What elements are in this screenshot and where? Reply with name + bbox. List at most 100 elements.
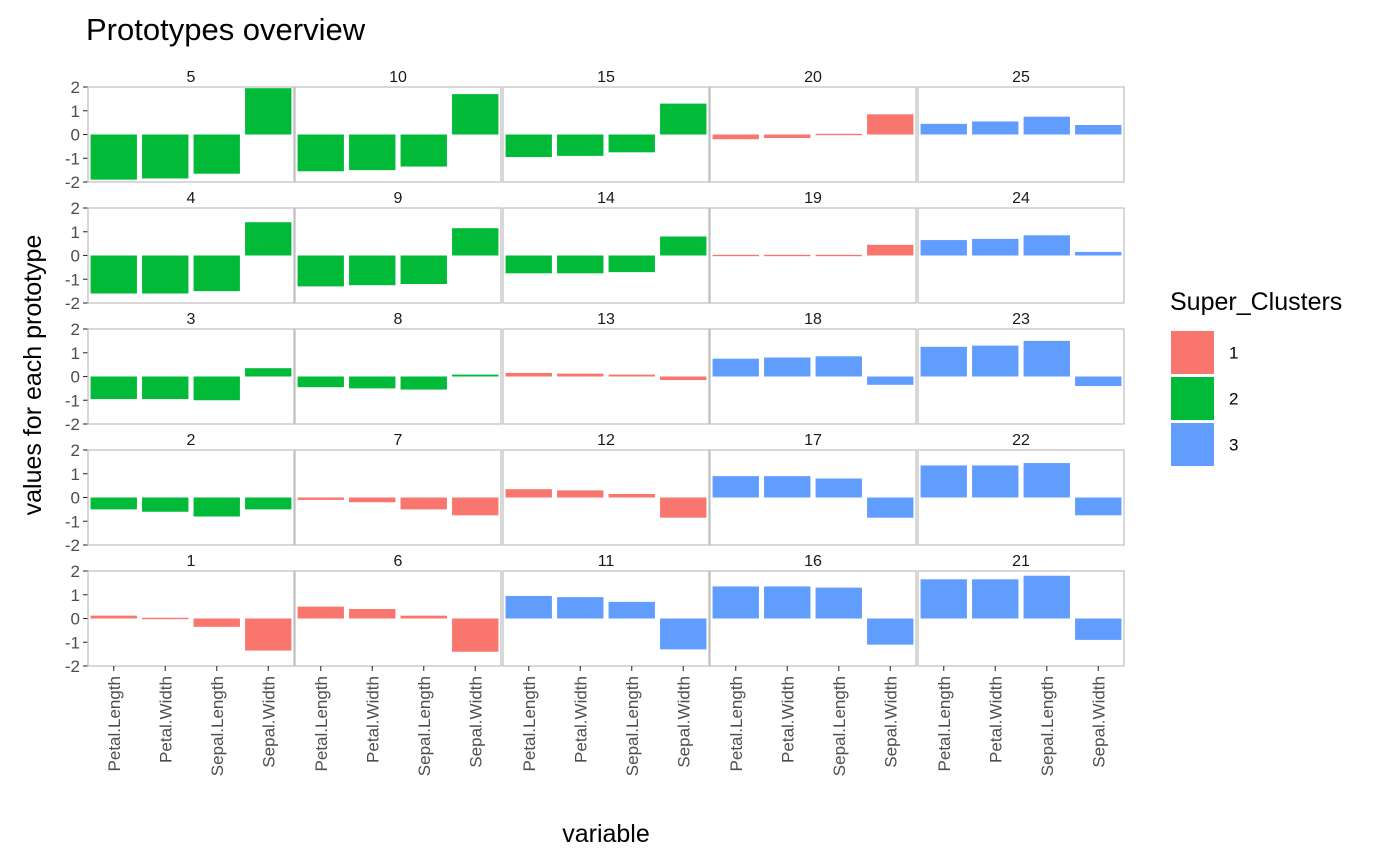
y-tick-label: -1 — [65, 149, 80, 168]
facet-panel-19: 19 — [710, 190, 916, 303]
legend-item-3: 3 — [1171, 423, 1238, 466]
bar — [194, 498, 240, 517]
bar — [91, 616, 137, 619]
legend-item-2: 2 — [1171, 377, 1238, 420]
bar — [194, 377, 240, 401]
y-tick-label: -1 — [65, 633, 80, 652]
facet-strip-label: 12 — [597, 432, 615, 449]
y-tick-label: 2 — [71, 562, 80, 581]
facet-strip-label: 11 — [598, 553, 615, 570]
facet-panel-1: 1 — [88, 553, 294, 666]
bar — [506, 256, 552, 274]
bar — [298, 607, 344, 619]
facet-panel-7: 7 — [295, 432, 501, 545]
facet-panel-14: 14 — [503, 190, 709, 303]
bar — [452, 498, 498, 516]
y-tick-label: 0 — [71, 610, 80, 629]
bar — [1024, 341, 1070, 377]
facet-strip-label: 25 — [1012, 69, 1030, 86]
facet-strip-label: 20 — [804, 69, 822, 86]
facet-strip-label: 19 — [804, 190, 822, 207]
bar — [349, 256, 395, 286]
facet-strip-label: 3 — [187, 311, 196, 328]
facet-panel-2: 2 — [88, 432, 294, 545]
y-tick-label: -2 — [65, 415, 80, 434]
bar — [298, 135, 344, 172]
bar — [506, 489, 552, 497]
bar — [816, 356, 862, 376]
bar — [245, 498, 291, 510]
bar — [91, 377, 137, 400]
x-tick-label: Petal.Width — [363, 676, 382, 763]
y-tick-label: -2 — [65, 173, 80, 192]
y-tick-label: 2 — [71, 441, 80, 460]
bar — [401, 616, 447, 619]
y-tick-label: 0 — [71, 126, 80, 145]
x-tick-label: Petal.Width — [156, 676, 175, 763]
bar — [452, 375, 498, 377]
bar — [557, 374, 603, 377]
bar — [867, 498, 913, 518]
x-tick-label: Sepal.Length — [1038, 676, 1057, 776]
bar — [245, 222, 291, 255]
bar — [194, 256, 240, 292]
facet-panel-3: 3 — [88, 311, 294, 424]
bar — [1075, 125, 1121, 135]
y-tick-label: 1 — [71, 586, 80, 605]
bar — [816, 255, 862, 256]
x-tick-label: Sepal.Length — [830, 676, 849, 776]
bar — [867, 619, 913, 645]
bar — [816, 479, 862, 498]
facet-panel-22: 22 — [918, 432, 1124, 545]
bar — [816, 588, 862, 619]
y-tick-label: 2 — [71, 320, 80, 339]
facet-strip-label: 5 — [187, 69, 196, 86]
legend-swatch — [1171, 423, 1214, 466]
bar — [349, 135, 395, 171]
facet-panel-11: 11 — [503, 553, 709, 666]
bar — [557, 597, 603, 618]
bar — [713, 359, 759, 377]
x-tick-label: Petal.Length — [727, 676, 746, 771]
x-tick-label: Petal.Width — [778, 676, 797, 763]
bar — [713, 476, 759, 497]
facet-strip-label: 6 — [394, 553, 403, 570]
x-tick-label: Petal.Length — [105, 676, 124, 771]
y-tick-label: 2 — [71, 78, 80, 97]
bar — [972, 346, 1018, 377]
x-tick-label: Sepal.Width — [466, 676, 485, 768]
bar — [764, 135, 810, 139]
facet-strip-label: 14 — [597, 190, 615, 207]
facet-panel-21: 21 — [918, 553, 1124, 666]
legend-item-1: 1 — [1171, 331, 1238, 374]
bar — [452, 228, 498, 255]
y-axis-title: values for each prototype — [19, 235, 47, 516]
bar — [91, 498, 137, 510]
bar — [557, 490, 603, 497]
bar — [609, 375, 655, 377]
y-tick-label: 0 — [71, 247, 80, 266]
bar — [660, 377, 706, 381]
bar — [142, 256, 188, 294]
bar — [1075, 619, 1121, 640]
bar — [921, 579, 967, 618]
bar — [660, 237, 706, 256]
x-tick-label: Sepal.Width — [881, 676, 900, 768]
x-tick-label: Petal.Length — [312, 676, 331, 771]
bar — [142, 377, 188, 400]
bar — [660, 104, 706, 135]
facet-panel-24: 24 — [918, 190, 1124, 303]
bar — [557, 135, 603, 156]
facet-strip-label: 23 — [1012, 311, 1030, 328]
bar — [1075, 377, 1121, 387]
bar — [609, 135, 655, 153]
bar — [867, 114, 913, 134]
legend-swatch — [1171, 377, 1214, 420]
facet-strip-label: 4 — [187, 190, 196, 207]
legend-label: 3 — [1229, 436, 1238, 455]
bar — [91, 135, 137, 180]
bar — [194, 619, 240, 627]
facet-panel-8: 8 — [295, 311, 501, 424]
bar — [142, 135, 188, 179]
